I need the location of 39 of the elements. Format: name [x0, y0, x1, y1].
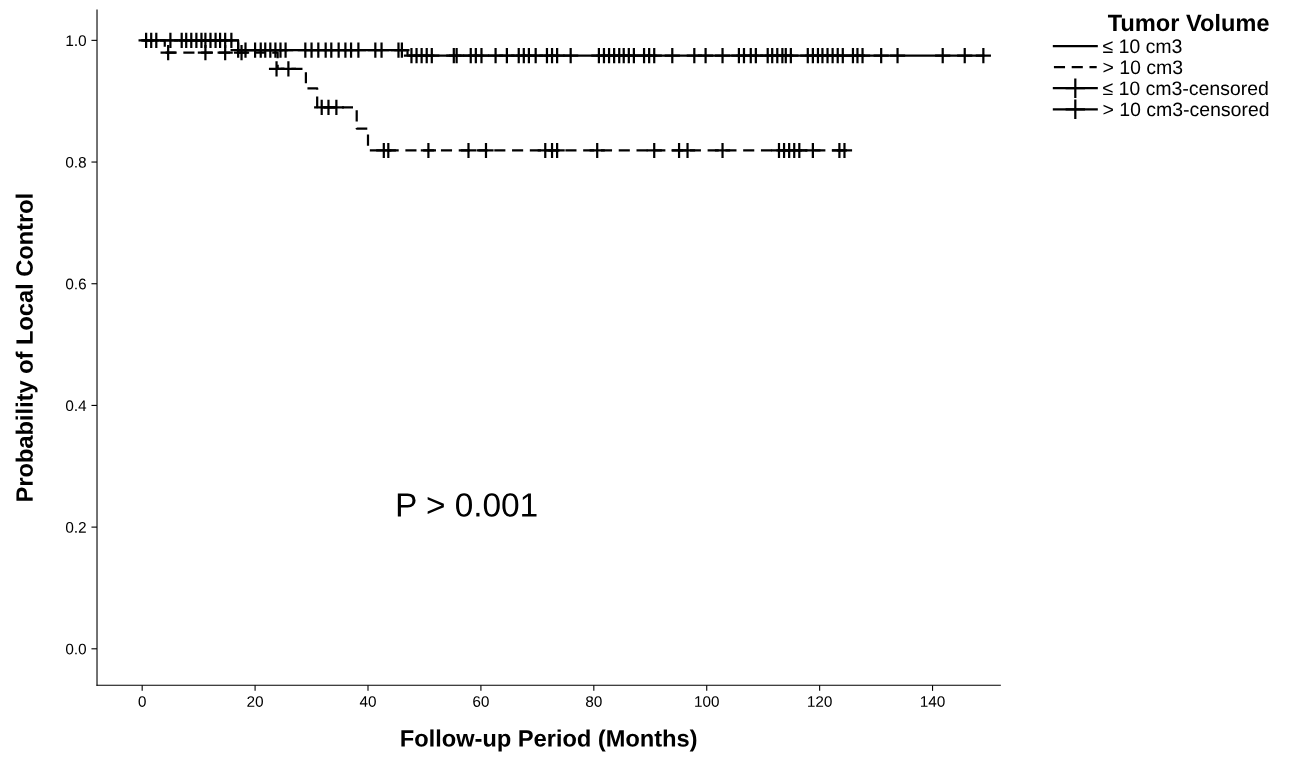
legend-label: > 10 cm3 [1103, 60, 1183, 75]
point [216, 43, 234, 62]
x-tick-label: 100 [695, 696, 719, 707]
point [459, 141, 478, 160]
point [279, 60, 298, 78]
point [804, 141, 822, 160]
point [678, 141, 697, 160]
legend-label: > 10 cm3-censored [1103, 101, 1269, 117]
point [713, 141, 732, 160]
y-tick-label: 0.6 [65, 278, 86, 290]
y-tick-label: 0.4 [65, 400, 87, 412]
point [327, 98, 346, 116]
point [645, 141, 663, 160]
y-tick-label: 0.0 [65, 643, 86, 655]
point [588, 141, 606, 160]
point [232, 43, 251, 62]
x-tick-label: 0 [138, 696, 146, 707]
x-tick-label: 60 [473, 696, 489, 707]
x-tick-label: 140 [920, 696, 945, 707]
legend-label: ≤ 10 cm3 [1103, 39, 1182, 54]
x-tick-label: 80 [585, 696, 602, 707]
point [835, 141, 854, 160]
point [159, 43, 177, 62]
y-tick-label: 0.2 [65, 521, 86, 533]
x-tick-label: 40 [359, 696, 376, 707]
point [548, 141, 566, 160]
point [477, 141, 495, 160]
point [419, 141, 438, 160]
point [196, 43, 215, 62]
x-tick-label: 120 [808, 696, 832, 707]
y-tick-label: 0.8 [65, 156, 86, 168]
x-tick-label: 20 [247, 696, 263, 707]
annotation: P > 0.001 [397, 493, 537, 517]
y-tick-label: 1.0 [66, 35, 86, 47]
y-axis-title: Probability of Local Control [15, 194, 38, 501]
x-axis-title: Follow-up Period (Months) [401, 729, 697, 752]
legend-title: Tumor Volume [1107, 13, 1269, 32]
legend-label: ≤ 10 cm3-censored [1103, 80, 1268, 96]
point [379, 141, 398, 160]
